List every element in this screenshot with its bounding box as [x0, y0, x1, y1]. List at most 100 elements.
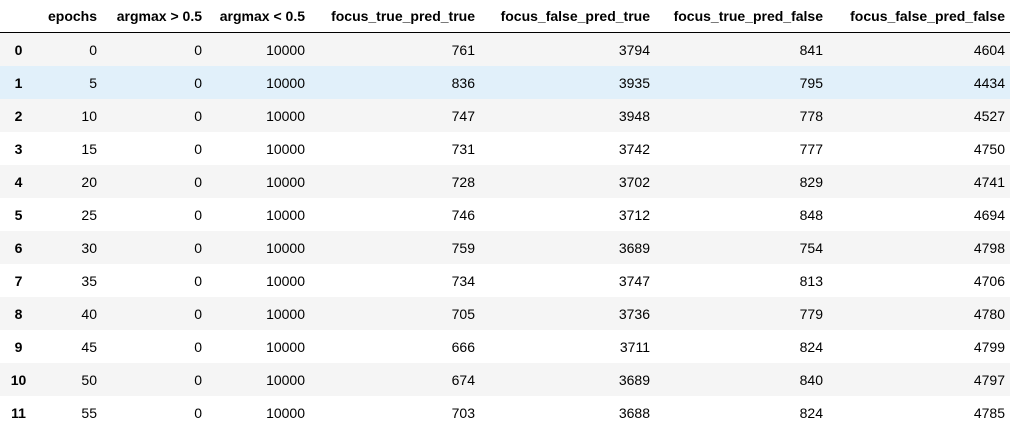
cell-epochs: 30 [81, 239, 97, 256]
cell-focus-false-pred-false: 4750 [973, 140, 1005, 157]
cell-focus-true-pred-false: 840 [799, 371, 823, 388]
cell-focus-true-pred-false: 841 [799, 41, 823, 58]
cell-epochs: 50 [81, 371, 97, 388]
row-index: 1 [14, 74, 23, 91]
cell-epochs: 35 [81, 272, 97, 289]
row-index: 3 [14, 140, 23, 157]
cell-epochs: 5 [89, 74, 97, 91]
cell-focus-true-pred-false: 754 [799, 239, 823, 256]
cell-focus-false-pred-false: 4785 [973, 404, 1005, 421]
cell-focus-false-pred-true: 3688 [618, 404, 650, 421]
cell-argmax-lt: 10000 [266, 338, 305, 355]
cell-argmax-gt: 0 [194, 305, 202, 322]
cell-focus-false-pred-true: 3702 [618, 173, 650, 190]
cell-epochs: 40 [81, 305, 97, 322]
cell-focus-true-pred-true: 734 [451, 272, 475, 289]
cell-epochs: 25 [81, 206, 97, 223]
table-row: 9 45 0 10000 666 3711 824 4799 [0, 330, 1010, 363]
dataframe-table: epochs argmax > 0.5 argmax < 0.5 focus_t… [0, 0, 1010, 429]
cell-argmax-lt: 10000 [266, 74, 305, 91]
cell-argmax-lt: 10000 [266, 404, 305, 421]
table-row: 2 10 0 10000 747 3948 778 4527 [0, 99, 1010, 132]
cell-argmax-lt: 10000 [266, 239, 305, 256]
cell-argmax-gt: 0 [194, 41, 202, 58]
cell-focus-true-pred-false: 848 [799, 206, 823, 223]
cell-argmax-gt: 0 [194, 206, 202, 223]
row-index: 11 [11, 404, 26, 421]
cell-argmax-lt: 10000 [266, 173, 305, 190]
header-row: epochs argmax > 0.5 argmax < 0.5 focus_t… [0, 0, 1010, 33]
table-row: 5 25 0 10000 746 3712 848 4694 [0, 198, 1010, 231]
cell-focus-false-pred-false: 4706 [973, 272, 1005, 289]
row-index: 10 [10, 371, 27, 388]
row-index: 4 [14, 173, 23, 190]
cell-focus-true-pred-true: 731 [451, 140, 475, 157]
cell-argmax-lt: 10000 [266, 107, 305, 124]
cell-argmax-lt: 10000 [266, 206, 305, 223]
cell-argmax-gt: 0 [194, 74, 202, 91]
cell-focus-false-pred-true: 3689 [618, 371, 650, 388]
cell-focus-true-pred-false: 824 [799, 404, 823, 421]
cell-focus-false-pred-false: 4741 [973, 173, 1005, 190]
table-row: 11 55 0 10000 703 3688 824 4785 [0, 396, 1010, 429]
table-header: epochs argmax > 0.5 argmax < 0.5 focus_t… [0, 0, 1010, 33]
table-row: 10 50 0 10000 674 3689 840 4797 [0, 363, 1010, 396]
table-row: 0 0 0 10000 761 3794 841 4604 [0, 32, 1010, 66]
column-header-focus-false-pred-false: focus_false_pred_false [828, 0, 1010, 33]
cell-focus-false-pred-true: 3712 [618, 206, 650, 223]
cell-argmax-gt: 0 [194, 272, 202, 289]
row-index: 5 [14, 206, 23, 223]
cell-focus-true-pred-false: 829 [799, 173, 823, 190]
row-index: 8 [14, 305, 23, 322]
table-body: 0 0 0 10000 761 3794 841 4604 1 5 0 10000 836 3935 795… [0, 32, 1010, 429]
index-column-header [0, 0, 37, 33]
cell-focus-false-pred-true: 3689 [618, 239, 650, 256]
cell-argmax-gt: 0 [194, 371, 202, 388]
table-row: 1 5 0 10000 836 3935 795 4434 [0, 66, 1010, 99]
cell-argmax-gt: 0 [194, 239, 202, 256]
row-index: 7 [14, 272, 23, 289]
cell-focus-true-pred-true: 666 [451, 338, 475, 355]
cell-focus-false-pred-false: 4694 [973, 206, 1005, 223]
cell-focus-false-pred-true: 3742 [618, 140, 650, 157]
table-row: 7 35 0 10000 734 3747 813 4706 [0, 264, 1010, 297]
cell-argmax-gt: 0 [194, 338, 202, 355]
column-header-focus-false-pred-true: focus_false_pred_true [480, 0, 655, 33]
cell-epochs: 45 [81, 338, 97, 355]
column-header-epochs: epochs [37, 0, 102, 33]
cell-focus-true-pred-true: 836 [451, 74, 475, 91]
cell-focus-true-pred-true: 759 [451, 239, 475, 256]
cell-focus-true-pred-false: 824 [799, 338, 823, 355]
cell-focus-false-pred-false: 4434 [973, 74, 1005, 91]
column-header-focus-true-pred-true: focus_true_pred_true [310, 0, 480, 33]
cell-argmax-gt: 0 [194, 140, 202, 157]
cell-epochs: 10 [81, 107, 97, 124]
cell-focus-true-pred-false: 813 [799, 272, 823, 289]
cell-argmax-lt: 10000 [266, 371, 305, 388]
table-row: 3 15 0 10000 731 3742 777 4750 [0, 132, 1010, 165]
cell-epochs: 0 [89, 41, 97, 58]
cell-epochs: 20 [81, 173, 97, 190]
cell-epochs: 15 [81, 140, 97, 157]
cell-focus-false-pred-true: 3935 [618, 74, 650, 91]
cell-focus-true-pred-true: 703 [451, 404, 475, 421]
cell-focus-true-pred-true: 674 [451, 371, 475, 388]
cell-focus-true-pred-false: 779 [799, 305, 823, 322]
cell-focus-true-pred-false: 795 [799, 74, 823, 91]
cell-focus-false-pred-true: 3794 [618, 41, 650, 58]
cell-focus-false-pred-false: 4527 [973, 107, 1005, 124]
table-row: 4 20 0 10000 728 3702 829 4741 [0, 165, 1010, 198]
cell-focus-true-pred-false: 777 [799, 140, 823, 157]
row-index: 0 [14, 41, 23, 58]
cell-focus-false-pred-false: 4604 [973, 41, 1005, 58]
cell-argmax-lt: 10000 [266, 305, 305, 322]
cell-focus-false-pred-true: 3747 [618, 272, 650, 289]
cell-focus-true-pred-true: 761 [451, 41, 475, 58]
cell-focus-false-pred-false: 4799 [973, 338, 1005, 355]
column-header-argmax-lt: argmax < 0.5 [207, 0, 310, 33]
cell-epochs: 55 [81, 404, 97, 421]
cell-argmax-gt: 0 [194, 107, 202, 124]
table-row: 6 30 0 10000 759 3689 754 4798 [0, 231, 1010, 264]
table-row: 8 40 0 10000 705 3736 779 4780 [0, 297, 1010, 330]
